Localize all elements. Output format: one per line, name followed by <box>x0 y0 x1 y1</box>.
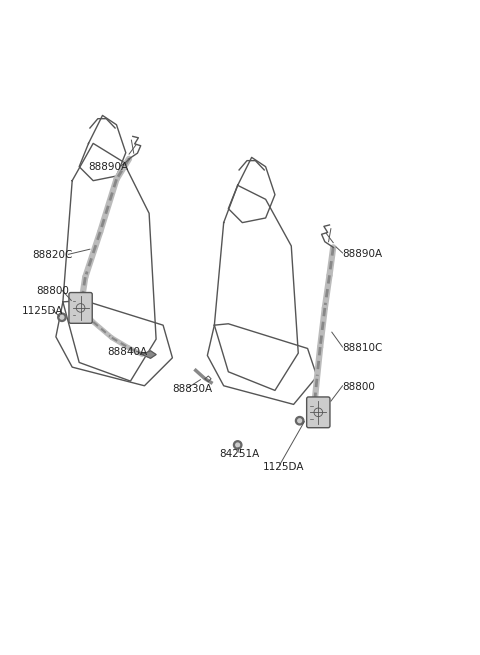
Text: 88810C: 88810C <box>343 343 383 354</box>
FancyBboxPatch shape <box>307 397 330 428</box>
Circle shape <box>233 441 242 449</box>
Circle shape <box>60 315 64 319</box>
FancyBboxPatch shape <box>69 293 92 324</box>
Text: 88890A: 88890A <box>88 162 129 172</box>
Text: 88820C: 88820C <box>33 250 73 260</box>
Circle shape <box>236 443 240 447</box>
Polygon shape <box>142 351 156 358</box>
Text: 88800: 88800 <box>343 382 375 392</box>
Text: 88890A: 88890A <box>343 249 383 259</box>
Circle shape <box>296 417 304 425</box>
Circle shape <box>298 419 301 422</box>
Text: 1125DA: 1125DA <box>22 306 63 316</box>
Text: 84251A: 84251A <box>219 449 259 459</box>
Text: 88840A: 88840A <box>107 347 147 357</box>
Text: 88800: 88800 <box>36 286 69 296</box>
Text: 88830A: 88830A <box>172 384 213 394</box>
Text: 1125DA: 1125DA <box>263 462 304 472</box>
Circle shape <box>58 313 66 322</box>
